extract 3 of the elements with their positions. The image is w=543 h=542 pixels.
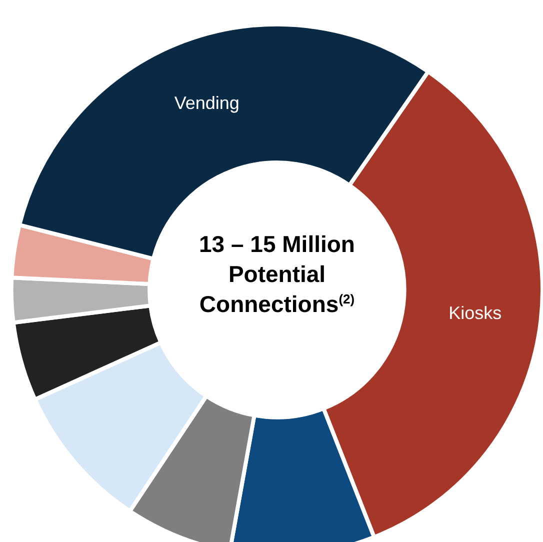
slice-label: Kiosks: [448, 302, 502, 323]
text: 13 – 15 Million Potential Connections$^{(2)}$: [198, 230, 356, 319]
slice-label: Vending: [174, 93, 240, 114]
